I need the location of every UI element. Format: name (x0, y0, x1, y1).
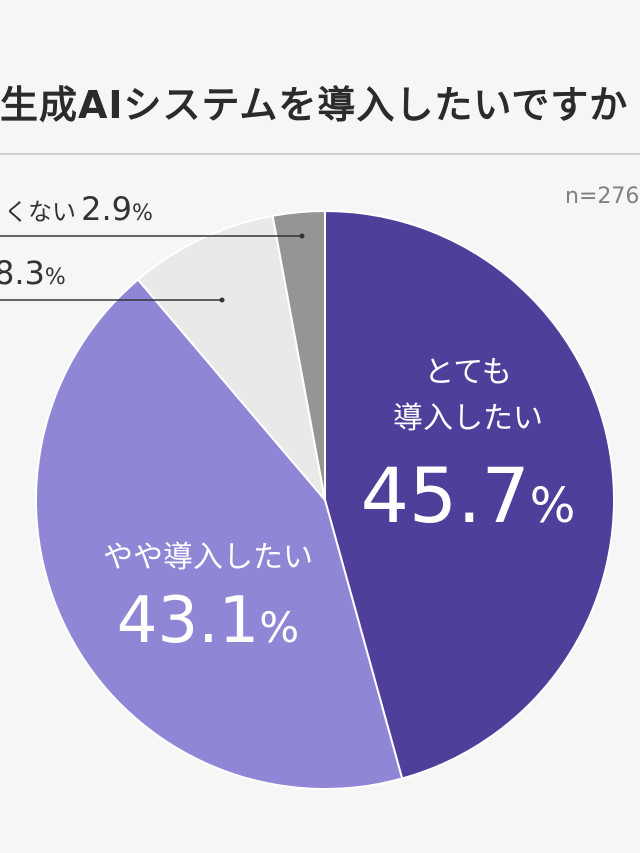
slice-1-name-line-1: とても (424, 355, 512, 390)
pie-slice-4 (271, 209, 326, 501)
slice-label-2-9-value: 2.9 (81, 190, 132, 228)
slice-1-value-label: 45.7% (361, 451, 576, 540)
slice-label-2-9-unit: % (131, 201, 153, 226)
sample-size-label: n=276 (565, 184, 640, 209)
slice-label-2-9-text: くない (4, 198, 76, 226)
slice-label-2-9: くない 2.9% (4, 190, 153, 228)
slice-1-name-line-2: 導入したい (393, 401, 543, 436)
slice-2-name-line-1: やや導入したい (103, 540, 313, 575)
title-divider (0, 153, 640, 155)
pie-slice-2 (35, 278, 404, 790)
slice-label-8-3-unit: % (44, 265, 66, 290)
leader-dot-3 (219, 297, 225, 303)
slice-2-value-label: 43.1% (117, 584, 299, 658)
leader-dot-4 (299, 233, 305, 239)
pie-slice-1 (324, 209, 615, 780)
slice-label-8-3-value: 8.3 (0, 254, 45, 292)
chart-title: 生成AIシステムを導入したいですか (0, 83, 629, 127)
pie-slice-3 (136, 214, 327, 504)
slice-label-8-3: 8.3% (0, 254, 66, 292)
